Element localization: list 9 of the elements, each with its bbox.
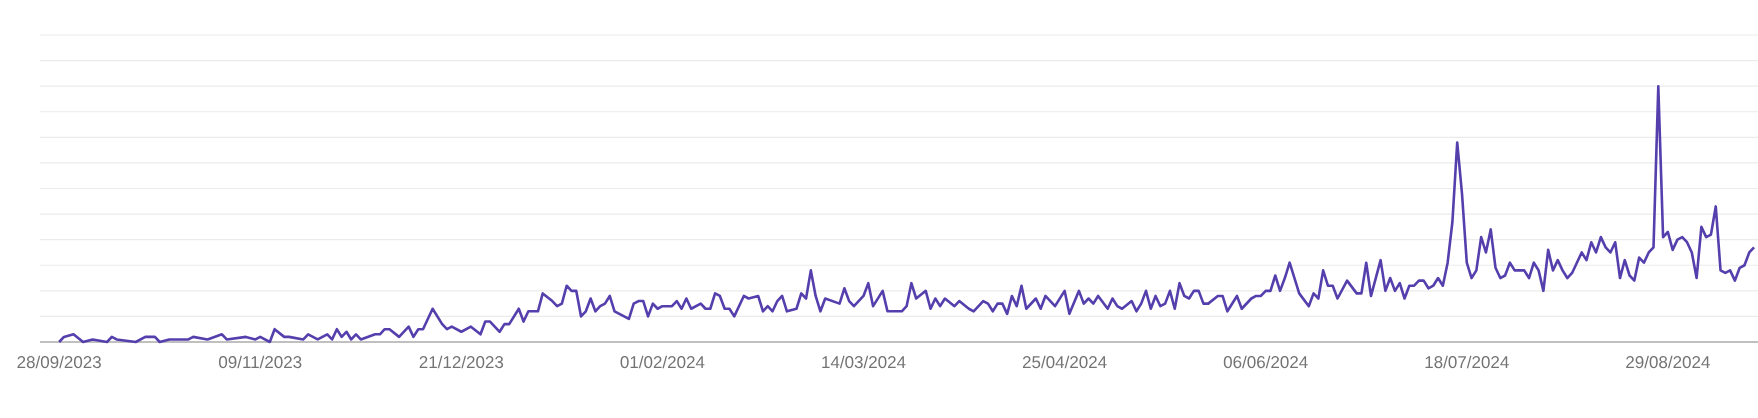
x-tick-label: 18/07/2024 — [1425, 355, 1509, 369]
x-tick-label: 06/06/2024 — [1223, 355, 1308, 369]
x-tick-label: 28/09/2023 — [17, 355, 101, 369]
x-tick-label: 25/04/2024 — [1022, 355, 1107, 369]
x-tick-label: 01/02/2024 — [620, 355, 705, 369]
x-tick-label: 21/12/2023 — [419, 355, 504, 369]
x-tick-label: 29/08/2024 — [1626, 355, 1710, 369]
x-tick-label: 14/03/2024 — [822, 355, 906, 369]
x-tick-label: 09/11/2023 — [219, 355, 302, 369]
